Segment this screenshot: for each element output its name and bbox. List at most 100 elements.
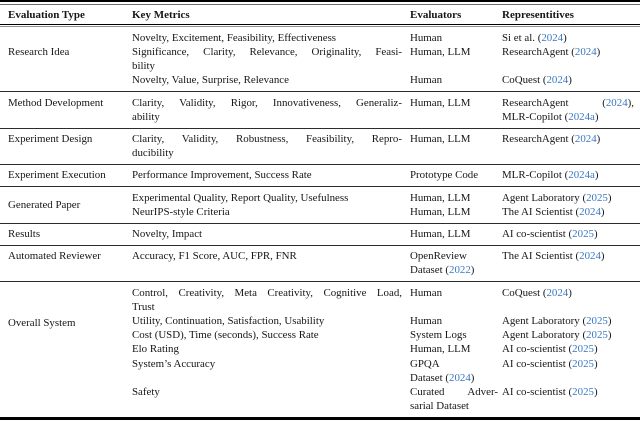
text-segment: Cost (USD), Time (seconds), Success Rate xyxy=(132,329,319,342)
text-segment: AI co-scientist ( xyxy=(502,343,573,356)
text-line: MLR-Copilot (2024a) xyxy=(502,110,634,124)
text-line: Clarity, Validity, Rigor, Innovativeness… xyxy=(132,96,402,110)
citation-year-link[interactable]: 2025 xyxy=(572,386,594,399)
text-line: Novelty, Impact xyxy=(132,227,402,241)
text-line: GPQA xyxy=(410,357,498,371)
text-line: Novelty, Value, Surprise, Relevance xyxy=(132,73,402,87)
evaluation-type-cell: Generated Paper xyxy=(0,191,132,219)
table-header-row: Evaluation Type Key Metrics Evaluators R… xyxy=(0,5,640,24)
citation-year-link[interactable]: 2024 xyxy=(449,371,471,384)
evaluators-cell: Human, LLM xyxy=(410,227,498,241)
evaluation-type-cell: Experiment Execution xyxy=(0,168,132,182)
text-segment: AI co-scientist ( xyxy=(502,228,573,241)
text-segment: ) xyxy=(594,169,599,182)
text-segment: Curated Adver- xyxy=(410,386,498,399)
text-segment: Dataset ( xyxy=(410,264,450,277)
citation-year-link[interactable]: 2024 xyxy=(605,96,628,109)
text-line: Dataset (2022) xyxy=(410,263,498,277)
text-line: Agent Laboratory (2025) xyxy=(502,314,634,328)
text-segment: NeurIPS-style Criteria xyxy=(132,205,230,218)
table-row: System’s Accuracy GPQA Dataset (2024) AI co… xyxy=(132,357,640,385)
citation-year-link[interactable]: 2024 xyxy=(574,46,597,58)
text-line: AI co-scientist (2025) xyxy=(502,227,634,241)
table-group: Experiment Design Clarity, Validity, Robu… xyxy=(0,127,640,164)
citation-year-link[interactable]: 2025 xyxy=(572,357,594,370)
evaluation-type-label: Generated Paper xyxy=(8,198,81,211)
citation-year-link[interactable]: 2024 xyxy=(541,31,564,44)
citation-year-link[interactable]: 2025 xyxy=(586,315,608,328)
column-header-evaluation-type: Evaluation Type xyxy=(8,8,85,21)
table-row: Novelty, Impact Human, LLM AI co-scientist… xyxy=(132,227,640,241)
text-segment: Human, LLM xyxy=(410,343,471,356)
group-rows: Novelty, Impact Human, LLM AI co-scientist… xyxy=(132,227,640,241)
citation-year-link[interactable]: 2025 xyxy=(586,191,608,204)
citation-year-link[interactable]: 2025 xyxy=(572,343,594,356)
citation-year-link[interactable]: 2024 xyxy=(546,74,569,87)
text-line: The AI Scientist (2024) xyxy=(502,205,634,219)
text-segment: Experimental Quality, Report Quality, Us… xyxy=(132,191,349,204)
text-segment: Safety xyxy=(132,386,160,399)
representatives-cell: ResearchAgent (2024) xyxy=(502,132,640,146)
text-line: CoQuest (2024) xyxy=(502,73,634,87)
table-body: Research Idea Novelty, Excitement, Feasib… xyxy=(0,27,640,417)
text-segment: ) xyxy=(596,46,601,58)
representatives-cell: ResearchAgent (2024) xyxy=(502,45,640,59)
text-line: Dataset (2024) xyxy=(410,371,498,385)
group-rows: Clarity, Validity, Rigor, Innovativeness… xyxy=(132,96,640,124)
text-line: Human xyxy=(410,31,498,45)
table-group: Research Idea Novelty, Excitement, Feasib… xyxy=(0,27,640,91)
text-segment: bility xyxy=(132,60,155,73)
citation-year-link[interactable]: 2024 xyxy=(574,133,597,146)
citation-year-link[interactable]: 2024 xyxy=(546,286,569,299)
table-row: Clarity, Validity, Robustness, Feasibili… xyxy=(132,132,640,160)
text-line: Human, LLM xyxy=(410,342,498,356)
key-metrics-cell: Novelty, Impact xyxy=(132,227,402,241)
table-row: Accuracy, F1 Score, AUC, FPR, FNR OpenRev… xyxy=(132,249,640,277)
text-line: Human, LLM xyxy=(410,132,498,146)
group-rows: Performance Improvement, Success Rate Pro… xyxy=(132,168,640,182)
text-segment: The AI Scientist ( xyxy=(502,205,580,218)
text-segment: Human xyxy=(410,74,443,87)
text-line: The AI Scientist (2024) xyxy=(502,249,634,263)
key-metrics-cell: System’s Accuracy xyxy=(132,357,402,371)
key-metrics-cell: Accuracy, F1 Score, AUC, FPR, FNR xyxy=(132,249,402,263)
text-segment: Human xyxy=(410,31,443,44)
key-metrics-cell: Significance, Clarity, Relevance, Origin… xyxy=(132,45,402,73)
evaluators-cell: Human xyxy=(410,73,498,87)
text-segment: The AI Scientist ( xyxy=(502,250,580,263)
citation-year-link[interactable]: 2025 xyxy=(572,228,594,241)
evaluators-cell: Human xyxy=(410,31,498,45)
bottom-rule xyxy=(0,416,640,420)
text-line: AI co-scientist (2025) xyxy=(502,357,634,371)
citation-year-link[interactable]: 2024a xyxy=(568,110,595,123)
citation-year-link[interactable]: 2024a xyxy=(568,169,595,182)
evaluation-type-label: Automated Reviewer xyxy=(8,250,101,263)
text-line: Prototype Code xyxy=(410,168,498,182)
citation-year-link[interactable]: 2022 xyxy=(449,264,471,277)
evaluation-type-label: Results xyxy=(8,228,41,241)
table-group: Generated Paper Experimental Quality, Rep… xyxy=(0,186,640,222)
evaluation-type-label: Experiment Execution xyxy=(8,169,106,182)
evaluation-type-cell: Experiment Design xyxy=(0,132,132,160)
text-segment: sarial Dataset xyxy=(410,400,469,413)
table-row: Cost (USD), Time (seconds), Success Rate… xyxy=(132,328,640,342)
text-segment: Human, LLM xyxy=(410,205,471,218)
text-line: sarial Dataset xyxy=(410,399,498,413)
representatives-cell: CoQuest (2024) xyxy=(502,286,640,300)
text-segment: ability xyxy=(132,110,160,123)
text-segment: ) xyxy=(470,264,475,277)
evaluators-cell: Human, LLM xyxy=(410,45,498,59)
citation-year-link[interactable]: 2024 xyxy=(579,250,601,263)
table-row: Clarity, Validity, Rigor, Innovativeness… xyxy=(132,96,640,124)
evaluation-type-cell: Research Idea xyxy=(0,31,132,88)
table-group: Automated Reviewer Accuracy, F1 Score, AU… xyxy=(0,244,640,281)
key-metrics-cell: Control, Creativity, Meta Creativity, Co… xyxy=(132,286,402,314)
text-segment: Human, LLM xyxy=(410,96,471,109)
text-line: Human, LLM xyxy=(410,96,498,110)
text-line: Human xyxy=(410,73,498,87)
citation-year-link[interactable]: 2025 xyxy=(586,329,608,342)
text-line: System’s Accuracy xyxy=(132,357,402,371)
citation-year-link[interactable]: 2024 xyxy=(579,205,601,218)
text-segment: ducibility xyxy=(132,147,174,160)
text-segment: ResearchAgent ( xyxy=(502,133,575,146)
